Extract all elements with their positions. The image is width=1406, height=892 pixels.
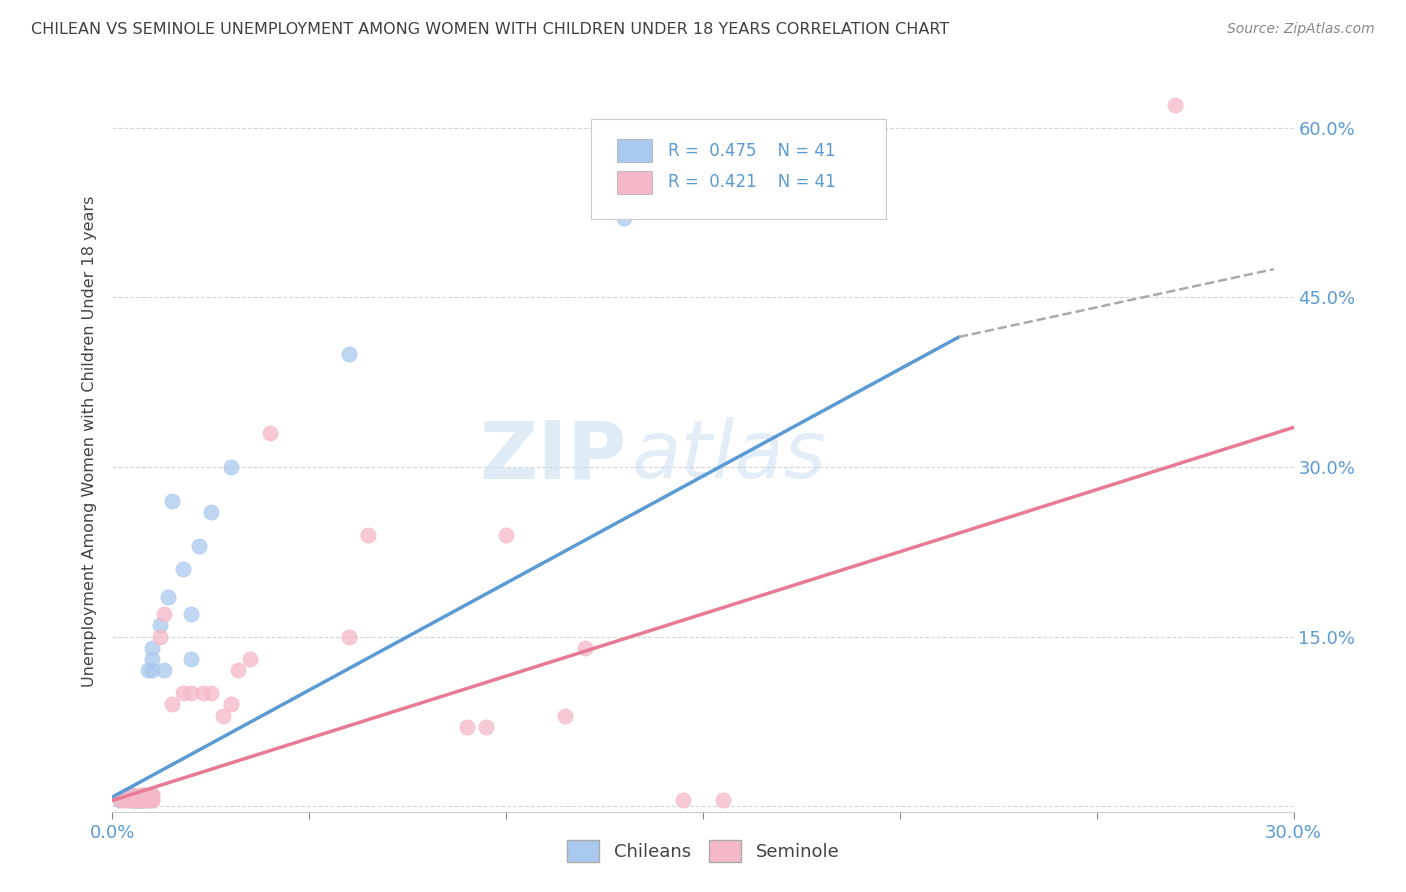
Point xyxy=(239,652,262,666)
Point xyxy=(191,686,214,700)
Point xyxy=(110,793,132,807)
Text: R =  0.421    N = 41: R = 0.421 N = 41 xyxy=(668,173,835,192)
Point xyxy=(125,793,148,807)
Point xyxy=(141,664,163,678)
Point xyxy=(136,793,159,807)
Point xyxy=(110,793,132,807)
Point xyxy=(125,793,148,807)
Point xyxy=(132,793,155,807)
Point xyxy=(117,793,139,807)
Text: ZIP: ZIP xyxy=(479,417,626,495)
Point xyxy=(112,791,135,805)
Point xyxy=(149,630,172,644)
Point xyxy=(219,698,242,712)
Point xyxy=(475,720,498,734)
Point xyxy=(711,793,734,807)
Point xyxy=(172,686,194,700)
Point xyxy=(219,460,242,475)
Text: Source: ZipAtlas.com: Source: ZipAtlas.com xyxy=(1227,22,1375,37)
Point xyxy=(132,793,155,807)
Point xyxy=(613,211,636,226)
Point xyxy=(160,698,183,712)
Point xyxy=(129,793,152,807)
Point xyxy=(180,607,202,621)
Point xyxy=(141,793,163,807)
Point xyxy=(141,788,163,802)
Point xyxy=(129,793,152,807)
Point xyxy=(132,793,155,807)
Point xyxy=(141,793,163,807)
Point xyxy=(129,793,152,807)
Point xyxy=(136,793,159,807)
Point xyxy=(149,618,172,632)
Point xyxy=(121,793,143,807)
Point xyxy=(136,664,159,678)
Point xyxy=(136,788,159,802)
Point xyxy=(211,708,233,723)
Point xyxy=(117,788,139,802)
Point xyxy=(129,788,152,802)
Point xyxy=(1164,98,1187,112)
FancyBboxPatch shape xyxy=(591,120,886,219)
Point xyxy=(228,664,250,678)
Point xyxy=(132,788,155,802)
Point xyxy=(259,425,281,440)
Point xyxy=(141,640,163,655)
FancyBboxPatch shape xyxy=(617,139,652,161)
Text: atlas: atlas xyxy=(633,417,827,495)
Point xyxy=(180,652,202,666)
Point xyxy=(160,494,183,508)
Point xyxy=(156,590,179,604)
Point xyxy=(337,347,360,361)
Point xyxy=(180,686,202,700)
Point xyxy=(456,720,478,734)
FancyBboxPatch shape xyxy=(617,171,652,194)
Text: R =  0.475    N = 41: R = 0.475 N = 41 xyxy=(668,142,835,160)
Point xyxy=(121,793,143,807)
Point xyxy=(357,528,380,542)
Point xyxy=(117,788,139,802)
Point xyxy=(574,640,596,655)
Point xyxy=(132,790,155,805)
Point xyxy=(495,528,517,542)
Point xyxy=(132,793,155,807)
Point xyxy=(152,664,174,678)
Legend: Chileans, Seminole: Chileans, Seminole xyxy=(560,833,846,870)
Point xyxy=(554,708,576,723)
Point xyxy=(117,793,139,807)
Point xyxy=(129,793,152,807)
Point xyxy=(110,792,132,806)
Y-axis label: Unemployment Among Women with Children Under 18 years: Unemployment Among Women with Children U… xyxy=(82,196,97,687)
Point xyxy=(172,562,194,576)
Point xyxy=(121,788,143,802)
Text: CHILEAN VS SEMINOLE UNEMPLOYMENT AMONG WOMEN WITH CHILDREN UNDER 18 YEARS CORREL: CHILEAN VS SEMINOLE UNEMPLOYMENT AMONG W… xyxy=(31,22,949,37)
Point xyxy=(125,793,148,807)
Point xyxy=(188,539,211,553)
Point xyxy=(121,788,143,802)
Point xyxy=(112,790,135,805)
Point xyxy=(141,652,163,666)
Point xyxy=(132,788,155,802)
Point xyxy=(125,793,148,807)
Point xyxy=(129,793,152,807)
Point xyxy=(121,793,143,807)
Point xyxy=(152,607,174,621)
Point xyxy=(112,791,135,805)
Point xyxy=(337,630,360,644)
Point xyxy=(112,793,135,807)
Point xyxy=(200,505,222,519)
Point xyxy=(129,793,152,807)
Point xyxy=(672,793,695,807)
Point xyxy=(200,686,222,700)
Point xyxy=(141,788,163,802)
Point xyxy=(121,793,143,807)
Point xyxy=(121,793,143,807)
Point xyxy=(125,793,148,807)
